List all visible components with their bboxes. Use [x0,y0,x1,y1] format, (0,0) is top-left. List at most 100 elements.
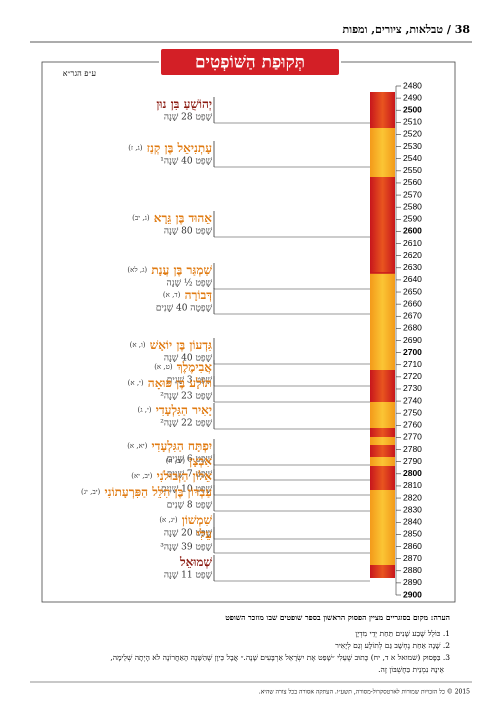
year-label: 2660 [403,298,422,308]
verse-ref: (יב, ח) [166,457,186,465]
name: עָתְנִיאֵל בֶּן קְנַז [147,141,213,155]
notes: 1. כּוֹלֵל שֶׁבַע שָׁנִים תַּחַת יְדֵי מ… [110,629,450,674]
judge-name: אֲבִימֶלֶךְ (ט, א) [154,360,212,374]
source-note: ע״פ הגר״א [63,69,97,78]
year-label: 2820 [403,492,422,502]
judge-name: יָאִיר הַגִּלְעָדִי (י, ג) [137,403,212,417]
name: עֵלִי [196,527,212,541]
verse-ref: (יב, יג) [81,488,101,496]
judge-term: שָׁפַט 23 שָׁנָה² [160,392,212,402]
judge-name: דְּבוֹרָה (ד, א) [163,288,212,302]
bar-segment [370,565,395,578]
year-label: 2600 [403,226,422,236]
bar-segment [370,466,395,490]
name: אֵלוֹן הַזְּבוּלֹנִי [157,469,213,483]
year-label: 2590 [403,214,422,224]
year-label: 2570 [403,189,422,199]
judge-term: שָׁפַט 3 שָׁנִים [167,376,213,386]
year-label: 2680 [403,323,422,333]
judge-term: שָׁפַט 7 שָׁנִים [167,470,213,480]
header-section: 38 / טבלאות, ציורים, ומפות [343,23,471,36]
year-label: 2720 [403,371,422,381]
name: שִׁמְשׁוֹן [182,513,213,527]
year-label: 2530 [403,141,422,151]
judge-term: שָׁפַט 20 שָׁנָה [164,529,213,539]
note: אֵינָהּ נִמְנֵית בַּחֶשְׁבּוֹן זֶה. [378,665,444,674]
verse-ref: (ג, ז) [128,144,142,152]
year-label: 2830 [403,504,422,514]
judge-name: יִפְתָּח הַגִּלְעָדִי (יא, א) [127,439,212,453]
year-label: 2620 [403,250,422,260]
judge-term: שָׁפַט 8 שָׁנִים [167,501,213,511]
name: אִבְצָן [189,454,212,468]
judge-term: שָׁפַט 40 שָׁנָה¹ [160,157,212,167]
bar-segment [370,374,395,402]
judge-name: אֵהוּד בֶּן גֵּרָא (ג, יב) [132,211,212,225]
judge-term: שָׁפַט 40 שָׁנָה [164,354,213,364]
year-label: 2840 [403,517,422,527]
judge-name: שִׁמְשׁוֹן (יג, א) [159,513,212,527]
year-label: 2850 [403,529,422,539]
year-label: 2480 [403,80,422,90]
judge-term: שָׁפַט 11 שָׁנָה [164,571,213,581]
name: אֲבִימֶלֶךְ [177,360,213,374]
year-label: 2870 [403,553,422,563]
judge-name: אִבְצָן (יב, ח) [166,454,213,468]
section-title: טבלאות, ציורים, ומפות [343,23,444,36]
year-label: 2640 [403,274,422,284]
bar-segment [370,445,395,457]
judge-name: עָתְנִיאֵל בֶּן קְנַז (ג, ז) [128,141,212,155]
year-label: 2560 [403,177,422,187]
bar-segment [370,273,395,322]
year-label: 2650 [403,286,422,296]
note-intro: הערה: מקום בסוגריים מציין הפסוק הראשון ב… [225,613,450,622]
bar-segment [370,428,395,437]
year-label: 2690 [403,335,422,345]
year-label: 2550 [403,165,422,175]
year-label: 2790 [403,456,422,466]
bar-segment [370,457,395,466]
verse-ref: (יב, יא) [131,472,152,480]
year-label: 2810 [403,480,422,490]
judge-term: שָׁפַט 39 שָׁנָה³ [160,543,212,553]
judge-name: אֵלוֹן הַזְּבוּלֹנִי (יב, יא) [131,469,212,483]
bar-segment [370,92,395,128]
verse-ref: (ג, יב) [132,214,150,222]
judge-name: שְׁמוּאֵל [179,555,213,569]
year-label: 2700 [403,347,422,357]
judge-name: שַׁמְגַּר בֶּן עֲנָת (ג, לא) [127,263,212,277]
judge-term: שָׁפַט 22 שָׁנָה² [160,419,212,429]
year-label: 2780 [403,444,422,454]
bar-segment [370,437,395,445]
judge-term: שָׁפַט 80 שָׁנָה [164,227,213,237]
year-label: 2800 [403,468,422,478]
year-label: 2750 [403,407,422,417]
year-label: 2670 [403,311,422,321]
name: שַׁמְגַּר בֶּן עֲנָת [151,263,212,277]
name: שְׁמוּאֵל [179,555,213,569]
judge-term: שָׁפַט 28 שָׁנָה [164,113,213,123]
judge-term: שָׁפַט 10 שָׁנִים [161,485,213,495]
verse-ref: (ו, א) [130,341,146,349]
year-label: 2760 [403,420,422,430]
name: יִפְתָּח הַגִּלְעָדִי [152,439,212,453]
verse-ref: (ג, לא) [127,266,147,274]
year-label: 2880 [403,565,422,575]
year-label: 2860 [403,541,422,551]
name: גִּדְעוֹן בֶּן יוֹאָשׁ [150,338,212,352]
judge-name: תּוֹלָע בֶּן פּוּאָה (י, א) [128,376,212,390]
name: אֵהוּד בֶּן גֵּרָא [154,211,213,225]
bar-segment [370,402,395,428]
judge-name: יְהוֹשֻׁעַ בִּן נוּן [156,97,212,111]
year-label: 2630 [403,262,422,272]
year-label: 2580 [403,201,422,211]
judge-name: עֵלִי [196,527,212,541]
year-label: 2520 [403,129,422,139]
judge-term: שָׁפַט ½ שָׁנָה [167,278,213,289]
note: 3. בַּפָּסוּק (שמואל א ד, יח) כָּתוּב שֶ… [110,653,450,662]
year-label: 2890 [403,577,422,587]
title-box [159,47,341,77]
verse-ref: (יג, א) [159,516,178,524]
judge-term: שָׁפַט 6 שָׁנִים [167,455,213,465]
year-label: 2710 [403,359,422,369]
